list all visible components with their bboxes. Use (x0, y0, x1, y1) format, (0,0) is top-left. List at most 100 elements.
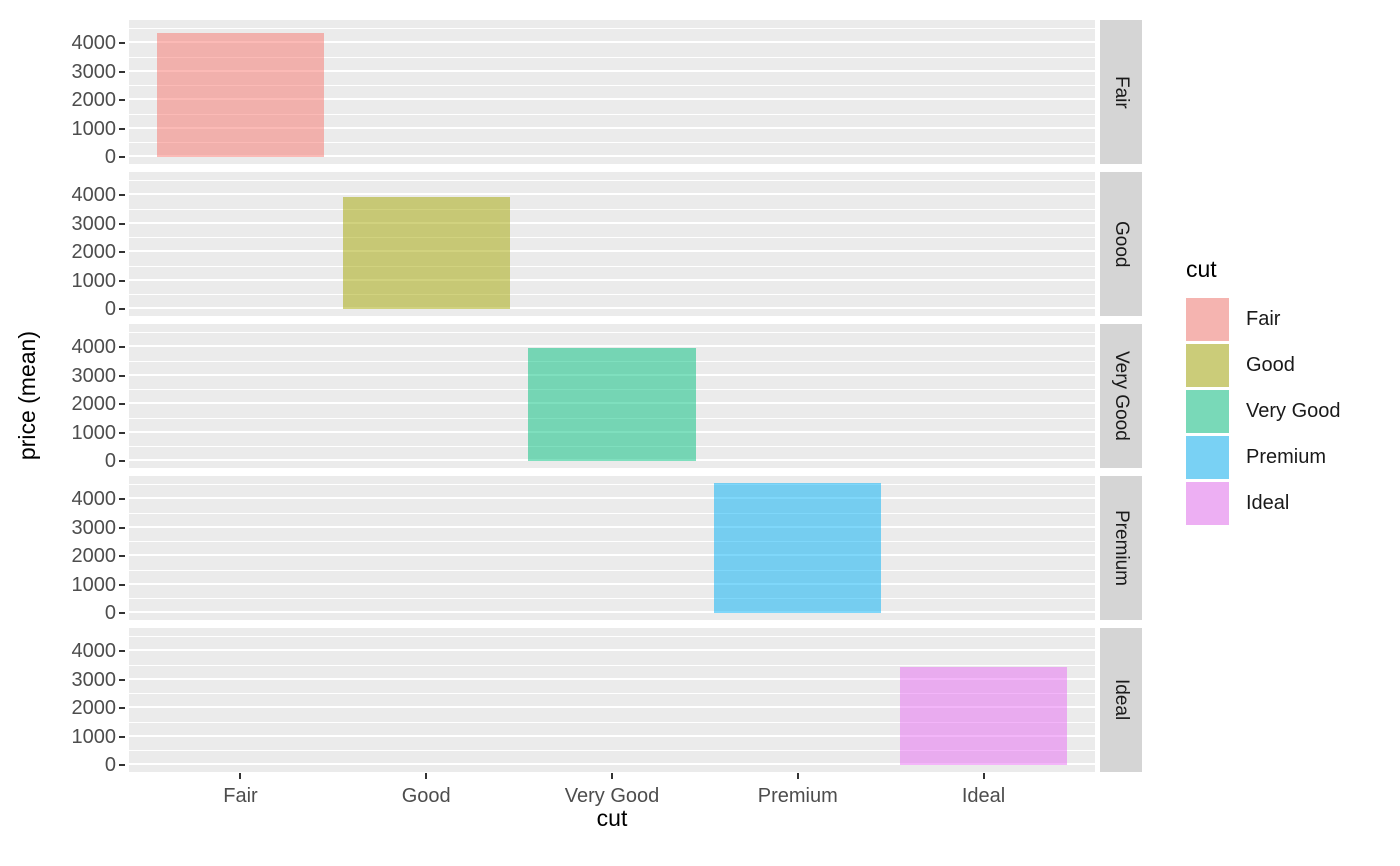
legend-label: Ideal (1246, 492, 1290, 514)
facet-panel-ideal: 0 1000 2000 3000 4000 (72, 628, 1095, 775)
minor-gridline (129, 541, 1095, 543)
x-tick-label-ideal: Ideal (961, 785, 1006, 807)
y-tick-label: 1000 (71, 573, 117, 596)
x-tick-label-premium: Premium (757, 785, 838, 807)
y-tick-mark (119, 526, 125, 529)
facet-strip-label: Very Good (1111, 351, 1132, 441)
major-gridline (129, 155, 1095, 158)
bar-very-good (528, 347, 696, 462)
minor-gridline (129, 693, 1095, 695)
x-tick-mark (796, 773, 799, 779)
y-tick-mark (119, 431, 125, 434)
major-gridline (129, 278, 1095, 281)
y-tick-mark (119, 735, 125, 738)
legend-item-ideal: Ideal (1186, 482, 1341, 525)
facet-panel-good: 0 1000 2000 3000 4000 (72, 172, 1095, 319)
y-tick-mark (119, 99, 125, 102)
y-tick-mark (119, 650, 125, 653)
y-tick-mark (119, 279, 125, 282)
major-gridline (129, 497, 1095, 500)
minor-gridline (129, 721, 1095, 723)
minor-gridline (129, 331, 1095, 333)
y-tick-label: 2000 (71, 241, 117, 264)
y-tick-label: 3000 (71, 60, 117, 83)
minor-gridline (129, 512, 1095, 514)
major-gridline (129, 649, 1095, 652)
x-tick-label-very-good: Very Good (564, 785, 660, 807)
y-tick-label: 4000 (71, 488, 117, 511)
minor-gridline (129, 635, 1095, 637)
major-gridline (129, 525, 1095, 528)
major-gridline (129, 221, 1095, 224)
major-gridline (129, 706, 1095, 709)
y-tick-label: 3000 (71, 212, 117, 235)
y-tick-mark (119, 460, 125, 463)
y-tick-mark (119, 222, 125, 225)
major-gridline (129, 98, 1095, 101)
y-tick-label: 3000 (71, 668, 117, 691)
y-tick-label: 0 (104, 602, 116, 625)
minor-gridline (129, 750, 1095, 752)
facet-strip-label: Fair (1111, 75, 1132, 109)
legend-swatch-fill (1186, 298, 1229, 341)
legend-items: Fair Good Very Good Premium Ideal (1186, 298, 1341, 525)
minor-gridline (129, 85, 1095, 87)
y-tick-mark (119, 583, 125, 586)
legend-swatch-fill (1186, 344, 1229, 387)
minor-gridline (129, 179, 1095, 181)
y-tick-mark (119, 498, 125, 501)
y-tick-label: 2000 (71, 393, 117, 416)
y-tick-mark (119, 70, 125, 73)
legend-title: cut (1186, 256, 1217, 282)
major-gridline (129, 677, 1095, 680)
major-gridline (129, 307, 1095, 310)
y-tick-mark (119, 251, 125, 254)
facet-strip-ideal: Ideal (1100, 628, 1142, 772)
y-axis-title: price (mean) (14, 20, 41, 772)
y-axis-title-text: price (mean) (14, 331, 40, 461)
minor-gridline (129, 113, 1095, 115)
y-tick-label: 2000 (71, 697, 117, 720)
x-tick-mark (982, 773, 985, 779)
major-gridline (129, 582, 1095, 585)
major-gridline (129, 345, 1095, 348)
minor-gridline (129, 483, 1095, 485)
y-tick-mark (119, 764, 125, 767)
y-tick-label: 1000 (71, 117, 117, 140)
minor-gridline (129, 598, 1095, 600)
major-gridline (129, 69, 1095, 72)
legend-swatch-fill (1186, 390, 1229, 433)
legend-swatch-very-good (1186, 390, 1229, 433)
minor-gridline (129, 27, 1095, 29)
minor-gridline (129, 294, 1095, 296)
legend-swatch-fair (1186, 298, 1229, 341)
y-tick-mark (119, 194, 125, 197)
major-gridline (129, 611, 1095, 614)
y-tick-mark (119, 42, 125, 45)
y-tick-label: 3000 (71, 364, 117, 387)
legend-label: Very Good (1246, 400, 1341, 422)
y-tick-label: 2000 (71, 89, 117, 112)
legend-label: Fair (1246, 308, 1281, 330)
y-tick-mark (119, 308, 125, 311)
bar-good (342, 197, 510, 310)
y-tick-label: 0 (104, 298, 116, 321)
legend-swatch-fill (1186, 482, 1229, 525)
y-tick-label: 1000 (71, 725, 117, 748)
legend-item-fair: Fair (1186, 298, 1341, 341)
y-tick-label: 3000 (71, 516, 117, 539)
y-tick-label: 4000 (71, 32, 117, 55)
minor-gridline (129, 56, 1095, 58)
x-tick-label-fair: Fair (223, 785, 258, 807)
facet-strip-fair: Fair (1100, 20, 1142, 164)
facet-panel-very-good: 0 1000 2000 3000 4000 (72, 324, 1095, 471)
major-gridline (129, 126, 1095, 129)
facet-panel-fair: 0 1000 2000 3000 4000 (72, 20, 1095, 167)
y-tick-mark (119, 707, 125, 710)
legend-item-very-good: Very Good (1186, 390, 1341, 433)
minor-gridline (129, 265, 1095, 267)
legend-label: Good (1246, 354, 1295, 376)
minor-gridline (129, 664, 1095, 666)
x-tick-mark (425, 773, 428, 779)
